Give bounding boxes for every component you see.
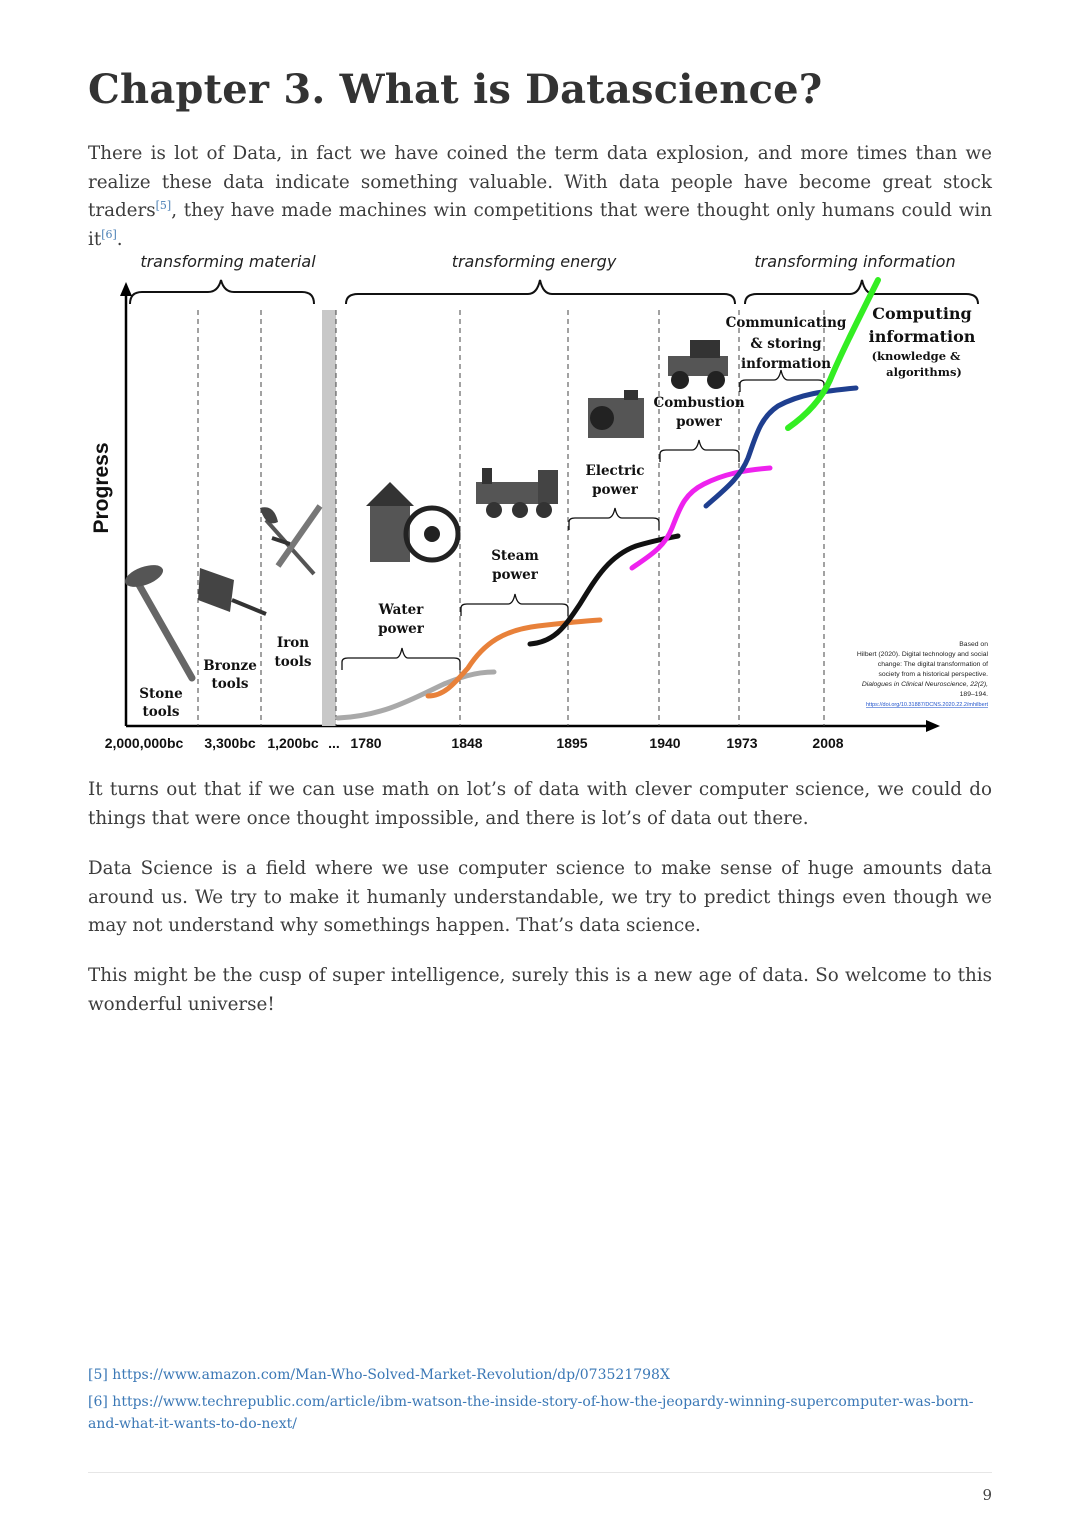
source-line-1: Based on: [959, 641, 988, 648]
computing-l4: algorithms): [886, 365, 962, 379]
source-doi-link[interactable]: https://doi.org/10.31887/DCNS.2020.22.2/…: [866, 702, 988, 708]
water-mill-icon: [366, 482, 461, 563]
tick-2008: 2008: [812, 735, 843, 751]
footnote-6: [6] https://www.techrepublic.com/article…: [88, 1391, 992, 1435]
intro-text-c: .: [116, 228, 123, 250]
tick-1895: 1895: [556, 735, 587, 751]
computing-l2: information: [869, 327, 976, 346]
stone-tools-l1: Stone: [139, 686, 182, 702]
water-power-l2: power: [378, 621, 425, 637]
water-power-l1: Water: [378, 602, 425, 618]
footnote-ref-5[interactable]: [5]: [155, 198, 172, 212]
intro-text-a: There is lot of Data, in fact we have co…: [88, 143, 992, 221]
tick-1848: 1848: [451, 735, 482, 751]
period-dividers: [197, 310, 825, 726]
page-number: 9: [982, 1486, 992, 1504]
bronze-tool-icon: [198, 568, 267, 616]
era-label-information: transforming information: [754, 252, 955, 271]
footnote-ref-6[interactable]: [6]: [101, 227, 117, 241]
electric-generator-icon: [588, 390, 644, 438]
paragraph-data-science-definition: Data Science is a field where we use com…: [88, 858, 992, 936]
stage-labels: Stone tools Bronze tools Iron tools Wate…: [139, 304, 975, 720]
combustion-power-l2: power: [676, 414, 723, 430]
bronze-tools-l1: Bronze: [203, 658, 257, 674]
tick-1973: 1973: [726, 735, 757, 751]
electric-power-l2: power: [592, 482, 639, 498]
chapter-title: Chapter 3. What is Datascience?: [88, 66, 823, 113]
bronze-tools-l2: tools: [212, 676, 249, 692]
electric-power-curve: [527, 533, 681, 647]
source-line-5: Dialogues in Clinical Neuroscience, 22(2…: [862, 681, 988, 688]
stage-braces: [341, 369, 825, 670]
progress-curves: [335, 277, 881, 721]
iron-sword-axe-icon: [260, 504, 323, 576]
footnote-6-number[interactable]: [6]: [88, 1394, 108, 1410]
paragraph-math-data: It turns out that if we can use math on …: [88, 779, 992, 829]
tick-2000000bc: 2,000,000bc: [105, 735, 184, 751]
era-braces: [129, 279, 979, 305]
iron-tools-l2: tools: [275, 654, 312, 670]
steam-power-l2: power: [492, 567, 539, 583]
source-line-4: society from a historical perspective.: [878, 671, 988, 678]
source-line-6: 189–194.: [960, 691, 988, 698]
source-line-2: Hilbert (2020). Digital technology and s…: [857, 651, 989, 658]
intro-paragraph: There is lot of Data, in fact we have co…: [88, 140, 992, 254]
x-tick-labels: 2,000,000bc 3,300bc 1,200bc ... 1780 184…: [105, 735, 844, 751]
paragraph-welcome: This might be the cusp of super intellig…: [88, 965, 992, 1015]
tick-1780: 1780: [350, 735, 381, 751]
computing-l1: Computing: [872, 304, 971, 323]
steam-power-curve: [425, 617, 603, 699]
electric-power-l1: Electric: [586, 463, 645, 479]
footnote-6-link[interactable]: https://www.techrepublic.com/article/ibm…: [88, 1394, 974, 1432]
tick-1940: 1940: [649, 735, 680, 751]
steam-locomotive-icon: [476, 468, 558, 518]
footer-divider: [88, 1472, 992, 1473]
computing-l3: (knowledge &: [872, 349, 961, 363]
computing-curve: [785, 277, 881, 431]
water-power-curve: [335, 669, 497, 721]
tick-3300bc: 3,300bc: [204, 735, 256, 751]
steam-power-l1: Steam: [491, 548, 539, 564]
communicating-l2: & storing: [750, 336, 822, 352]
tick-1200bc: 1,200bc: [267, 735, 319, 751]
era-label-material: transforming material: [140, 252, 316, 271]
progress-timeline-figure: transforming material transforming energ…: [90, 252, 989, 751]
timeline-break-bar: [322, 310, 336, 726]
communicating-l1: Communicating: [726, 315, 847, 331]
axes: [124, 290, 930, 728]
source-line-3: change: The digital transformation of: [878, 661, 988, 668]
footnote-5-number[interactable]: [5]: [88, 1367, 108, 1383]
footnote-5: [5] https://www.amazon.com/Man-Who-Solve…: [88, 1364, 992, 1386]
stone-tools-l2: tools: [143, 704, 180, 720]
communicating-l3: information: [741, 356, 831, 372]
iron-tools-l1: Iron: [277, 635, 309, 651]
x-axis-arrow: [926, 720, 940, 732]
communicating-curve: [703, 385, 859, 509]
tick-ellipsis: ...: [328, 735, 340, 751]
combustion-power-l1: Combustion: [653, 395, 744, 411]
era-label-energy: transforming energy: [452, 252, 617, 271]
source-citation: Based on Hilbert (2020). Digital technol…: [857, 641, 989, 708]
vintage-car-icon: [668, 340, 728, 389]
y-axis-arrow: [120, 282, 132, 296]
y-axis-label: Progress: [90, 442, 113, 533]
footnote-5-link[interactable]: https://www.amazon.com/Man-Who-Solved-Ma…: [112, 1367, 670, 1383]
intro-text-b: , they have made machines win competitio…: [88, 200, 992, 250]
stone-axe-icon: [124, 565, 196, 682]
